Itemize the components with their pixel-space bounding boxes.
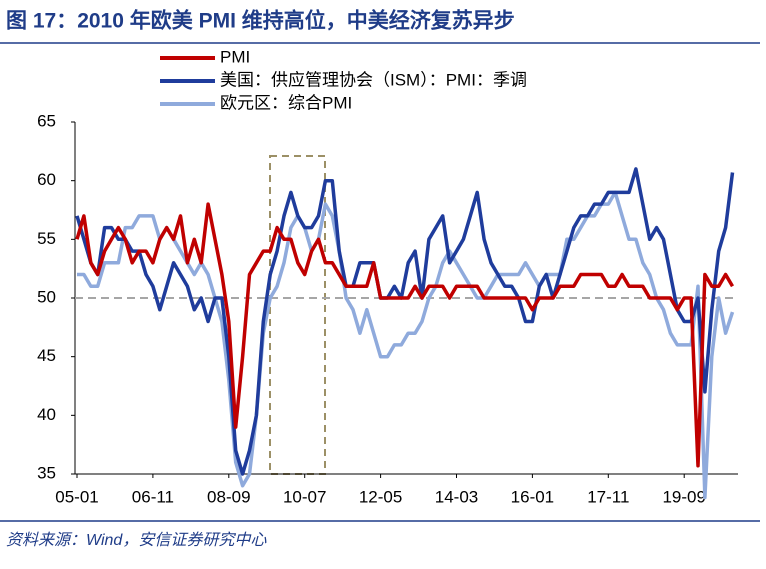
x-tick-label: 10-07 — [283, 487, 326, 506]
source: 资料来源：Wind，安信证券研究中心 — [6, 531, 267, 549]
x-tick-label: 08-09 — [207, 487, 250, 506]
x-tick-label: 05-01 — [55, 487, 98, 506]
y-tick-label: 65 — [37, 111, 56, 130]
x-tick-label: 06-11 — [132, 487, 174, 506]
x-tick-label: 16-01 — [511, 487, 554, 506]
legend-label: 欧元区：综合PMI — [220, 93, 352, 112]
y-tick-label: 45 — [37, 346, 56, 365]
chart-title: 图 17：2010 年欧美 PMI 维持高位，中美经济复苏异步 — [6, 9, 515, 33]
legend-label: 美国：供应管理协会（ISM）：PMI：季调 — [220, 70, 527, 89]
series-line — [75, 167, 735, 476]
y-tick-label: 55 — [37, 229, 56, 248]
y-tick-label: 60 — [37, 170, 56, 189]
highlight-box — [269, 155, 326, 475]
series-line — [75, 202, 735, 468]
y-tick-label: 50 — [37, 287, 56, 306]
y-tick-label: 40 — [37, 405, 56, 424]
x-tick-label: 14-03 — [435, 487, 478, 506]
y-tick-label: 35 — [37, 463, 56, 482]
x-tick-label: 17-11 — [587, 487, 629, 506]
legend-label: PMI — [220, 47, 250, 66]
x-tick-label: 12-05 — [359, 487, 402, 506]
x-tick-label: 19-09 — [662, 487, 705, 506]
